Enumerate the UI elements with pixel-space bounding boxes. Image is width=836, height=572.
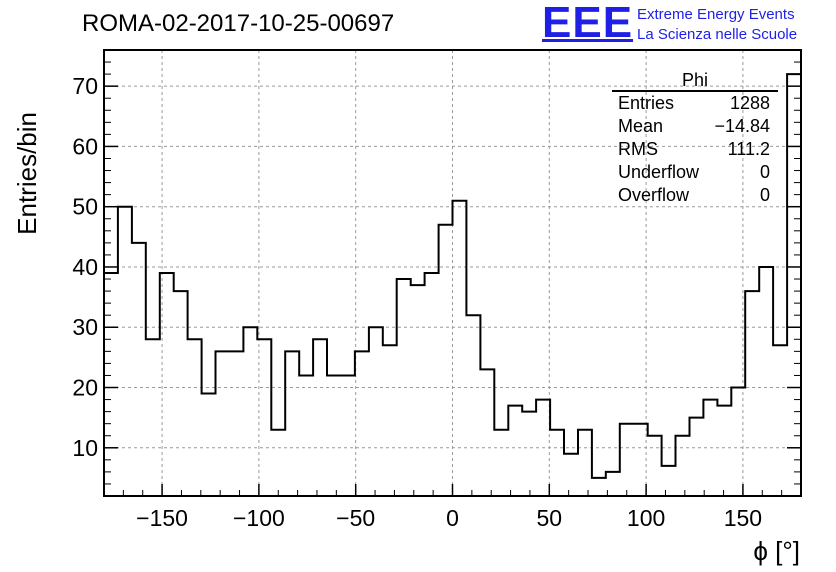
chart-title: ROMA-02-2017-10-25-00697 xyxy=(82,10,395,37)
stats-box: Phi Entries 1288 Mean −14.84 RMS 111.2 U… xyxy=(612,70,778,207)
y-tick-label: 30 xyxy=(72,314,98,340)
logo-caption-line2: La Scienza nelle Scuole xyxy=(637,26,798,43)
stats-label: RMS xyxy=(618,139,658,159)
y-tick-label: 60 xyxy=(72,133,98,159)
stats-value: 0 xyxy=(759,162,770,182)
x-axis-label: ϕ [°] xyxy=(753,536,800,566)
x-tick-label: −100 xyxy=(233,505,285,531)
x-tick-label: −150 xyxy=(136,505,188,531)
stats-row-underflow: Underflow 0 xyxy=(612,161,778,184)
stats-value: 0 xyxy=(759,185,770,205)
y-tick-label: 50 xyxy=(72,194,98,220)
stats-value: 111.2 xyxy=(727,139,770,159)
stats-value: 1288 xyxy=(729,93,770,113)
y-axis-label: Entries/bin xyxy=(12,112,42,235)
x-tick-label: 150 xyxy=(724,505,762,531)
stats-row-rms: RMS 111.2 xyxy=(612,138,778,161)
y-tick-label: 40 xyxy=(72,254,98,280)
x-tick-label: 0 xyxy=(446,505,459,531)
stats-row-overflow: Overflow 0 xyxy=(612,184,778,207)
x-tick-label: 50 xyxy=(537,505,563,531)
stats-label: Underflow xyxy=(618,162,700,182)
stats-label: Mean xyxy=(618,116,664,136)
stats-value: −14.84 xyxy=(714,116,770,136)
stats-label: Entries xyxy=(618,93,675,113)
y-tick-label: 20 xyxy=(72,375,98,401)
tick-labels: −150 −100 −50 0 50 100 150 10 20 30 40 50 60 70 xyxy=(72,73,762,531)
y-tick-label: 10 xyxy=(72,435,98,461)
y-tick-label: 70 xyxy=(72,73,98,99)
logo-caption-line1: Extreme Energy Events xyxy=(637,6,795,23)
x-tick-label: −50 xyxy=(336,505,375,531)
stats-row-mean: Mean −14.84 xyxy=(612,115,778,138)
axis-ticks xyxy=(103,49,802,496)
stats-row-entries: Entries 1288 xyxy=(612,92,778,115)
grid-lines xyxy=(104,50,801,496)
eee-logo: EEE xyxy=(542,0,634,47)
stats-title: Phi xyxy=(612,70,778,92)
histogram-series-line xyxy=(104,73,801,479)
stats-label: Overflow xyxy=(618,185,690,205)
x-tick-label: 100 xyxy=(627,505,665,531)
